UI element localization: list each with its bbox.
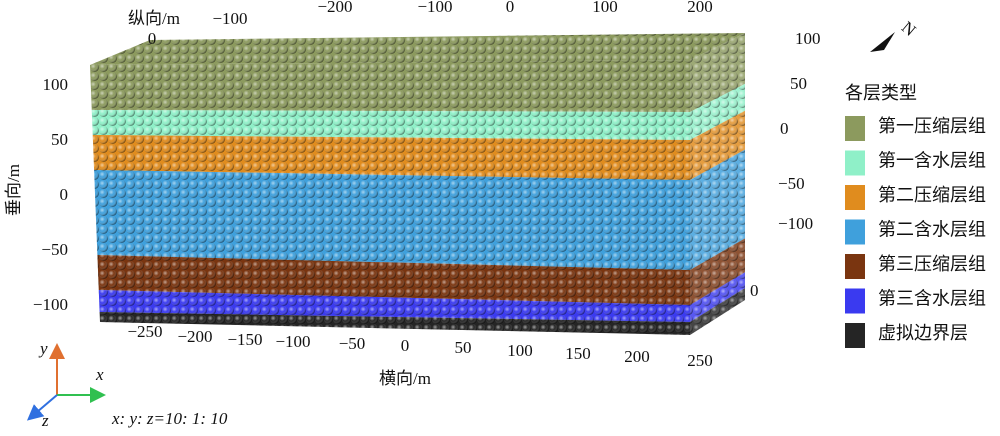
legend-swatch bbox=[845, 288, 865, 314]
legend-title: 各层类型 bbox=[845, 83, 917, 103]
tick-label: 0 bbox=[750, 281, 759, 300]
tick-label: 200 bbox=[687, 0, 713, 16]
layer-front-beads bbox=[97, 255, 690, 305]
legend-swatch bbox=[845, 219, 865, 245]
legend-label: 第一压缩层组 bbox=[878, 116, 986, 136]
tick-label: 0 bbox=[60, 185, 69, 204]
top-face-beads bbox=[90, 33, 745, 65]
layer-front-beads bbox=[92, 135, 690, 180]
axis-label: 横向/m bbox=[379, 369, 431, 388]
legend-label: 第二含水层组 bbox=[878, 220, 986, 240]
tick-label: −200 bbox=[317, 0, 352, 16]
axis-triad: y x z bbox=[26, 339, 106, 430]
layer-front-beads bbox=[94, 170, 691, 270]
triad-label: z bbox=[41, 411, 49, 430]
legend-label: 第二压缩层组 bbox=[878, 185, 986, 205]
legend-label: 第三压缩层组 bbox=[878, 254, 986, 274]
tick-label: 0 bbox=[506, 0, 515, 16]
layer-side-beads bbox=[690, 83, 745, 140]
layer-side-beads bbox=[690, 238, 745, 305]
tick-label: −100 bbox=[33, 295, 68, 314]
layer-side-beads bbox=[690, 33, 745, 112]
legend-swatch bbox=[845, 254, 865, 279]
tick-label: 50 bbox=[790, 74, 807, 93]
tick-label: −100 bbox=[417, 0, 452, 16]
layer-front-beads bbox=[98, 290, 690, 322]
tick-label: −100 bbox=[275, 332, 310, 351]
tick-label: −50 bbox=[778, 174, 805, 193]
tick-label: −100 bbox=[212, 9, 247, 28]
triad-label: x bbox=[95, 365, 104, 384]
tick-label: 200 bbox=[624, 347, 650, 366]
tick-label: 0 bbox=[148, 29, 157, 48]
layer-side-beads bbox=[690, 272, 745, 322]
layer-side-beads bbox=[690, 288, 745, 335]
layer-front-beads bbox=[90, 60, 690, 112]
tick-label: 100 bbox=[592, 0, 618, 16]
particle-block bbox=[90, 33, 745, 335]
legend-label: 第三含水层组 bbox=[878, 289, 986, 309]
tick-label: 50 bbox=[51, 130, 68, 149]
tick-label: −150 bbox=[227, 330, 262, 349]
north-arrow: N bbox=[870, 18, 920, 52]
legend-label: 虚拟边界层 bbox=[878, 323, 968, 343]
tick-label: 100 bbox=[43, 75, 69, 94]
north-label: N bbox=[898, 18, 920, 40]
legend-swatch bbox=[845, 185, 865, 210]
tick-label: −100 bbox=[778, 214, 813, 233]
tick-label: −200 bbox=[177, 327, 212, 346]
axis-label: 垂向/m bbox=[4, 164, 23, 216]
tick-label: 250 bbox=[687, 351, 713, 370]
tick-label: 0 bbox=[780, 119, 789, 138]
triad-label: y bbox=[38, 339, 48, 358]
legend-label: 第一含水层组 bbox=[878, 151, 986, 171]
tick-label: 50 bbox=[455, 338, 472, 357]
scale-note: x: y: z=10: 1: 10 bbox=[111, 409, 228, 428]
axis-label: 纵向/m bbox=[128, 9, 180, 28]
tick-label: 100 bbox=[507, 341, 533, 360]
layer-front-beads bbox=[91, 110, 690, 140]
legend-swatch bbox=[845, 323, 865, 348]
legend-swatch bbox=[845, 150, 865, 176]
layer-front-beads bbox=[99, 312, 690, 335]
tick-label: −50 bbox=[339, 334, 366, 353]
legend-swatch bbox=[845, 116, 865, 141]
tick-label: 150 bbox=[565, 344, 591, 363]
tick-label: 0 bbox=[401, 336, 410, 355]
tick-label: −50 bbox=[41, 240, 68, 259]
tick-label: −250 bbox=[127, 322, 162, 341]
layer-side-beads bbox=[690, 110, 745, 180]
layer-side-beads bbox=[690, 149, 745, 270]
tick-label: 100 bbox=[795, 29, 821, 48]
